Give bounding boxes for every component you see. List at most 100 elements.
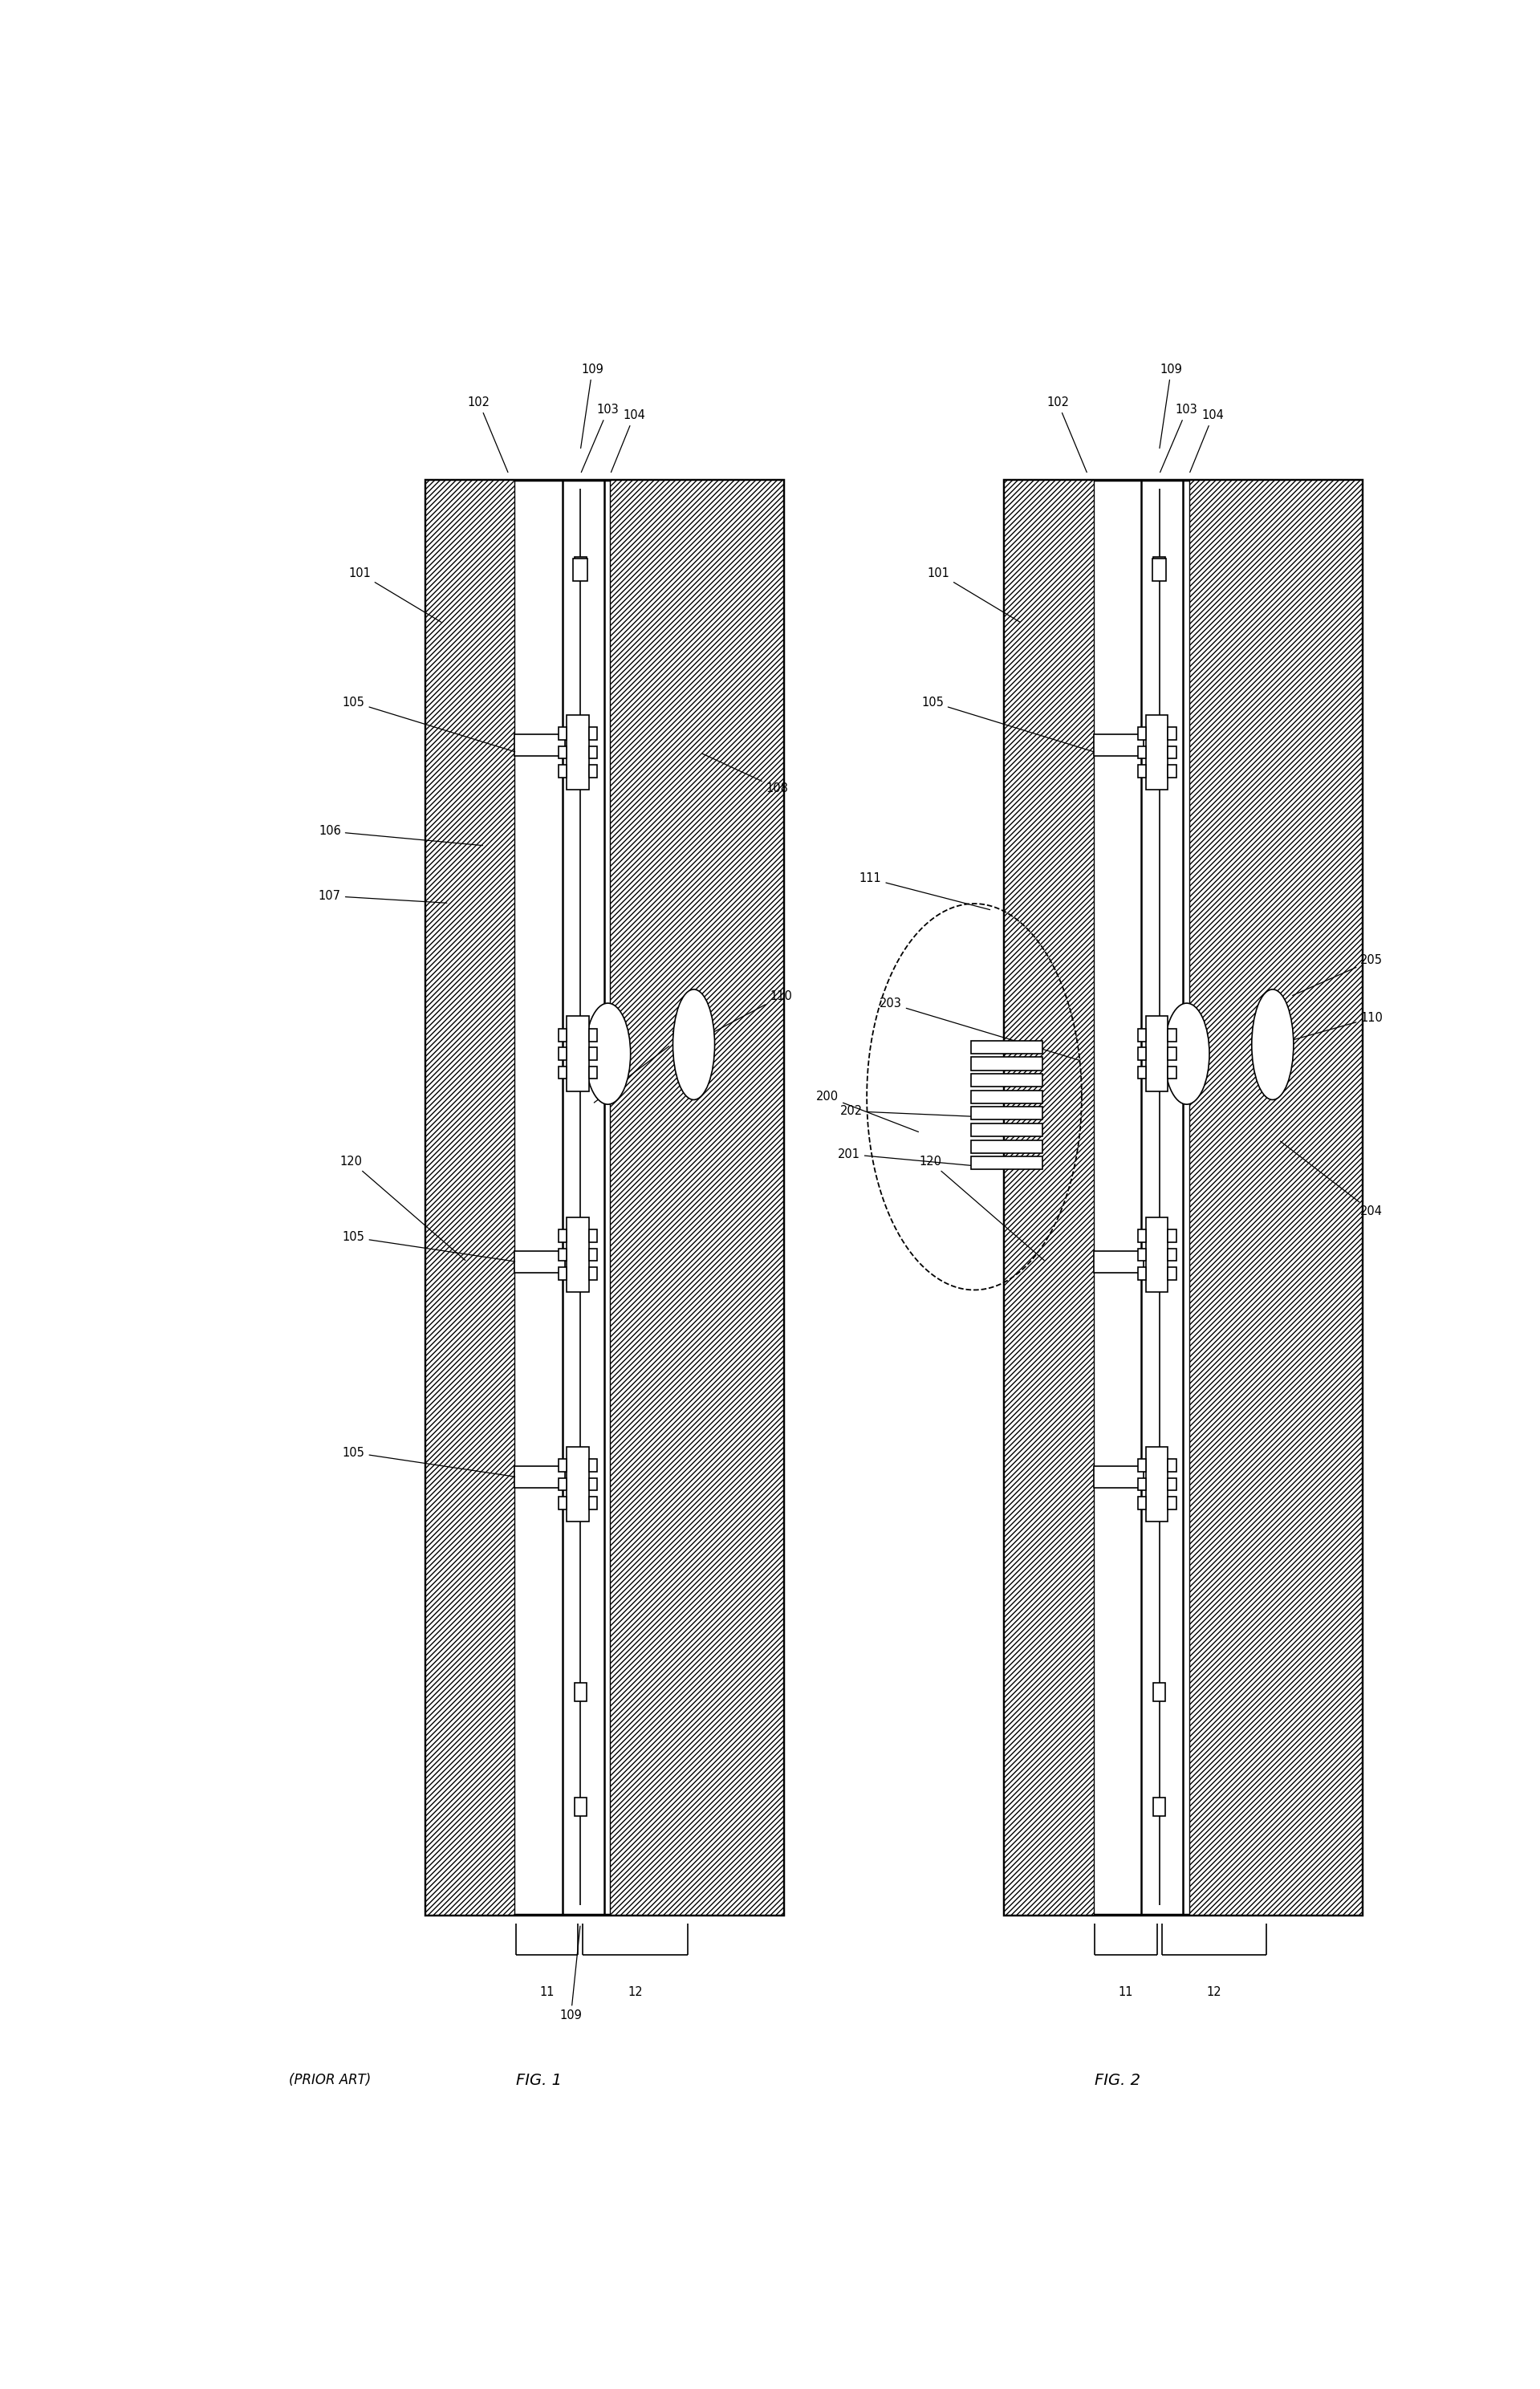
Text: 205: 205 — [1292, 956, 1383, 996]
Bar — [559, 1479, 567, 1491]
Bar — [1004, 480, 1363, 1914]
Bar — [970, 1106, 1043, 1120]
Bar — [970, 1123, 1043, 1137]
Bar — [1167, 1046, 1177, 1061]
Bar — [1146, 1015, 1167, 1092]
Bar — [1004, 480, 1093, 1914]
Bar — [559, 1266, 567, 1281]
Bar — [1167, 764, 1177, 776]
Bar — [1146, 714, 1167, 791]
Bar — [1138, 1230, 1146, 1242]
Text: FIG. 2: FIG. 2 — [1095, 2074, 1140, 2088]
Bar — [590, 745, 598, 760]
Text: 110: 110 — [702, 991, 792, 1039]
Text: 11: 11 — [539, 1985, 554, 1997]
Text: 203: 203 — [879, 999, 1080, 1061]
Text: 104: 104 — [611, 409, 645, 473]
Text: 200: 200 — [816, 1092, 918, 1132]
Ellipse shape — [673, 989, 715, 1099]
Bar — [610, 480, 784, 1914]
Bar — [970, 1156, 1043, 1171]
Bar — [970, 1042, 1043, 1054]
Bar — [590, 1266, 598, 1281]
Bar — [1138, 745, 1146, 760]
Text: 120: 120 — [340, 1156, 465, 1261]
Bar — [1167, 1065, 1177, 1080]
Text: 102: 102 — [468, 397, 508, 473]
Bar — [559, 1249, 567, 1261]
Bar — [1138, 1030, 1146, 1042]
Bar — [1138, 1479, 1146, 1491]
Ellipse shape — [1252, 989, 1294, 1099]
Bar — [1138, 764, 1146, 776]
Bar — [1167, 1249, 1177, 1261]
Bar — [1153, 1252, 1166, 1271]
Bar — [559, 764, 567, 776]
Bar — [1153, 1467, 1166, 1486]
Text: 104: 104 — [1190, 409, 1224, 473]
Bar — [1189, 480, 1363, 1914]
Bar — [590, 1479, 598, 1491]
Bar — [425, 480, 514, 1914]
Bar — [574, 1684, 587, 1701]
Bar — [590, 1030, 598, 1042]
Text: 109: 109 — [559, 1926, 582, 2021]
Bar — [1138, 1065, 1146, 1080]
Bar — [574, 750, 587, 769]
Bar — [514, 1467, 565, 1488]
Bar — [590, 1460, 598, 1472]
Text: 107: 107 — [319, 891, 447, 903]
Bar — [1167, 1030, 1177, 1042]
Bar — [1093, 1252, 1144, 1273]
Bar — [1138, 1266, 1146, 1281]
Bar — [1153, 557, 1166, 576]
Bar — [559, 1230, 567, 1242]
Bar — [1138, 1046, 1146, 1061]
Bar — [1167, 1479, 1177, 1491]
Bar — [574, 1037, 587, 1056]
Bar — [559, 726, 567, 741]
Bar — [970, 1140, 1043, 1154]
Bar — [1093, 1467, 1144, 1488]
Bar — [590, 1498, 598, 1510]
Bar — [559, 1030, 567, 1042]
Bar — [1167, 1498, 1177, 1510]
Text: 103: 103 — [1160, 404, 1198, 473]
Bar — [1167, 1460, 1177, 1472]
Ellipse shape — [585, 1003, 630, 1104]
Bar — [1146, 1448, 1167, 1522]
Text: 106: 106 — [319, 824, 482, 846]
Bar — [559, 1460, 567, 1472]
Bar — [559, 1065, 567, 1080]
Bar — [1167, 1230, 1177, 1242]
Bar — [590, 764, 598, 776]
Bar — [1093, 733, 1144, 757]
Bar — [1167, 1266, 1177, 1281]
Bar — [514, 733, 565, 757]
Bar — [567, 1448, 590, 1522]
Bar — [574, 1252, 587, 1271]
Text: 101: 101 — [348, 566, 442, 621]
Bar — [970, 1058, 1043, 1070]
Text: 12: 12 — [628, 1985, 642, 1997]
Bar — [559, 1498, 567, 1510]
Text: 109: 109 — [581, 363, 604, 449]
Text: 105: 105 — [921, 695, 1093, 753]
Text: 105: 105 — [342, 1230, 514, 1261]
Bar — [1153, 1799, 1166, 1816]
Text: 105: 105 — [342, 695, 514, 753]
Bar — [567, 1015, 590, 1092]
Bar — [1167, 726, 1177, 741]
Bar — [1138, 1249, 1146, 1261]
Text: 110: 110 — [1278, 1013, 1383, 1044]
Bar — [1138, 1498, 1146, 1510]
Bar — [573, 559, 588, 581]
Text: 120: 120 — [919, 1156, 1044, 1261]
Bar — [1138, 726, 1146, 741]
Bar — [425, 480, 784, 1914]
Bar — [574, 1467, 587, 1486]
Text: 109: 109 — [1160, 363, 1183, 449]
Text: 111: 111 — [859, 872, 990, 910]
Bar — [567, 1216, 590, 1292]
Bar — [559, 1046, 567, 1061]
